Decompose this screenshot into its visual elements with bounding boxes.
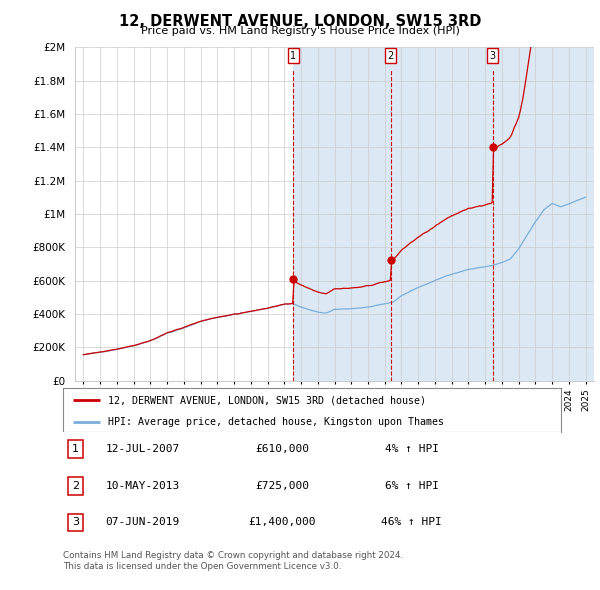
Text: £1,400,000: £1,400,000 <box>248 517 316 527</box>
Text: 12, DERWENT AVENUE, LONDON, SW15 3RD (detached house): 12, DERWENT AVENUE, LONDON, SW15 3RD (de… <box>108 395 426 405</box>
Bar <box>391 47 493 381</box>
Text: £610,000: £610,000 <box>255 444 309 454</box>
Text: 4% ↑ HPI: 4% ↑ HPI <box>385 444 439 454</box>
Text: 2: 2 <box>388 51 394 61</box>
Text: 6% ↑ HPI: 6% ↑ HPI <box>385 481 439 491</box>
Text: 1: 1 <box>72 444 79 454</box>
Text: 1: 1 <box>290 51 296 61</box>
Text: 12-JUL-2007: 12-JUL-2007 <box>106 444 180 454</box>
Text: 07-JUN-2019: 07-JUN-2019 <box>106 517 180 527</box>
Text: This data is licensed under the Open Government Licence v3.0.: This data is licensed under the Open Gov… <box>63 562 341 571</box>
Bar <box>293 47 391 381</box>
Text: 12, DERWENT AVENUE, LONDON, SW15 3RD: 12, DERWENT AVENUE, LONDON, SW15 3RD <box>119 14 481 28</box>
Text: 3: 3 <box>490 51 496 61</box>
Text: 2: 2 <box>72 481 79 491</box>
Text: 3: 3 <box>72 517 79 527</box>
Text: £725,000: £725,000 <box>255 481 309 491</box>
Text: Price paid vs. HM Land Registry's House Price Index (HPI): Price paid vs. HM Land Registry's House … <box>140 26 460 36</box>
Text: HPI: Average price, detached house, Kingston upon Thames: HPI: Average price, detached house, King… <box>108 417 444 427</box>
Text: 10-MAY-2013: 10-MAY-2013 <box>106 481 180 491</box>
Text: 46% ↑ HPI: 46% ↑ HPI <box>381 517 442 527</box>
Bar <box>493 47 594 381</box>
Text: Contains HM Land Registry data © Crown copyright and database right 2024.: Contains HM Land Registry data © Crown c… <box>63 552 403 560</box>
